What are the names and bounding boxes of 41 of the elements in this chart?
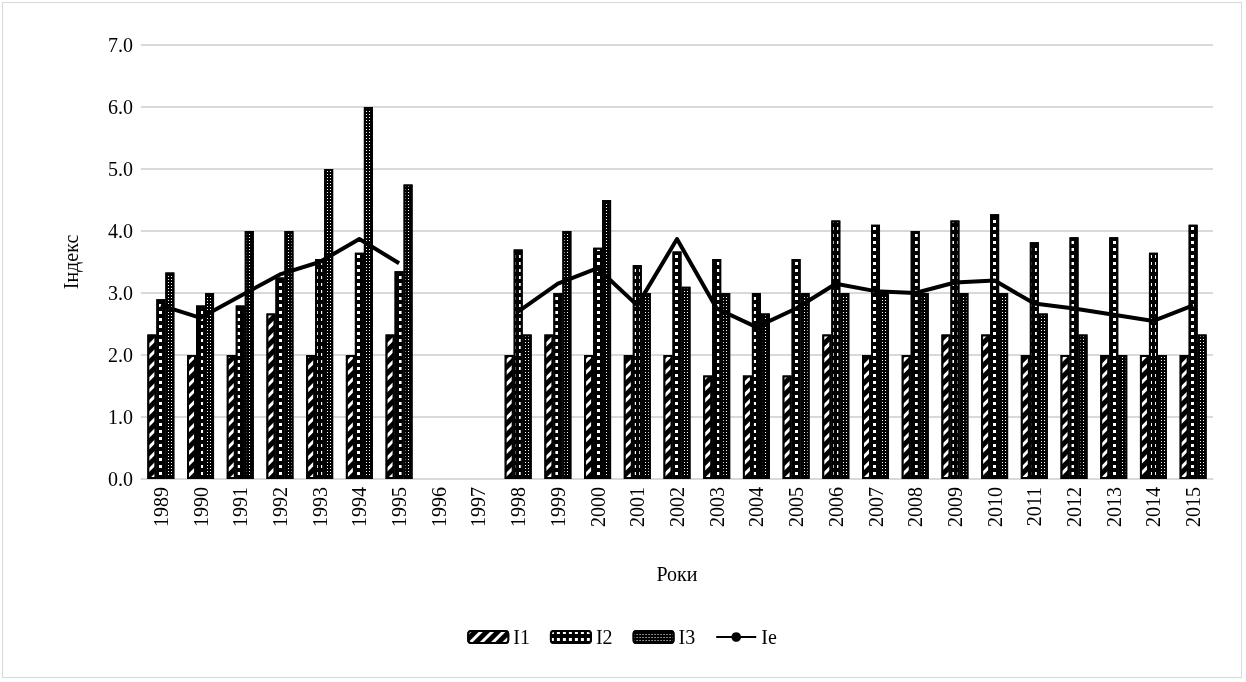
x-tick-label: 2004 bbox=[745, 487, 768, 527]
x-tick-label: 1998 bbox=[507, 487, 530, 527]
y-tick-label: 1.0 bbox=[108, 406, 133, 428]
x-tick-label: 2008 bbox=[904, 487, 927, 527]
x-tick-label: 2002 bbox=[666, 487, 688, 527]
x-tick-label: 2010 bbox=[983, 487, 1006, 527]
legend-label: I3 bbox=[678, 626, 696, 648]
y-tick-label: 7.0 bbox=[108, 34, 133, 56]
x-tick-label: 1999 bbox=[546, 487, 569, 527]
x-tick-label: 2000 bbox=[586, 487, 609, 527]
x-tick-label: 1992 bbox=[268, 487, 291, 527]
x-tick-label: 2014 bbox=[1142, 487, 1165, 527]
x-tick-label: 2006 bbox=[824, 487, 847, 527]
y-tick-label: 2.0 bbox=[108, 344, 133, 366]
x-tick-label: 2011 bbox=[1023, 487, 1046, 527]
x-tick-label: 2001 bbox=[626, 487, 649, 527]
x-tick-label: 2007 bbox=[864, 487, 887, 527]
x-tick-label: 1989 bbox=[149, 487, 172, 527]
x-tick-label: 1993 bbox=[308, 487, 331, 527]
y-tick-label: 6.0 bbox=[108, 96, 133, 118]
y-tick-label: 0.0 bbox=[108, 468, 133, 490]
x-tick-label: 1991 bbox=[229, 487, 252, 527]
y-axis-title: Індекс bbox=[60, 234, 83, 290]
legend-label: I2 bbox=[595, 626, 613, 648]
y-tick-label: 3.0 bbox=[108, 282, 133, 304]
x-tick-label: 2015 bbox=[1182, 487, 1205, 527]
x-tick-label: 1997 bbox=[467, 487, 490, 527]
x-tick-label: 2013 bbox=[1102, 487, 1125, 527]
x-axis-title: Роки bbox=[656, 563, 698, 585]
x-tick-label: 1994 bbox=[348, 487, 371, 527]
x-tick-label: 2009 bbox=[943, 487, 966, 527]
x-tick-label: 1995 bbox=[388, 487, 411, 527]
legend-label: I1 bbox=[513, 626, 530, 648]
y-tick-label: 5.0 bbox=[108, 158, 133, 180]
legend-label: Ie bbox=[761, 626, 777, 648]
x-tick-label: 1990 bbox=[189, 487, 212, 527]
x-tick-label: 2012 bbox=[1063, 487, 1086, 527]
x-tick-label: 2005 bbox=[785, 487, 808, 527]
y-tick-label: 4.0 bbox=[108, 220, 133, 242]
x-tick-label: 1996 bbox=[427, 487, 450, 527]
x-tick-label: 2003 bbox=[705, 487, 728, 527]
